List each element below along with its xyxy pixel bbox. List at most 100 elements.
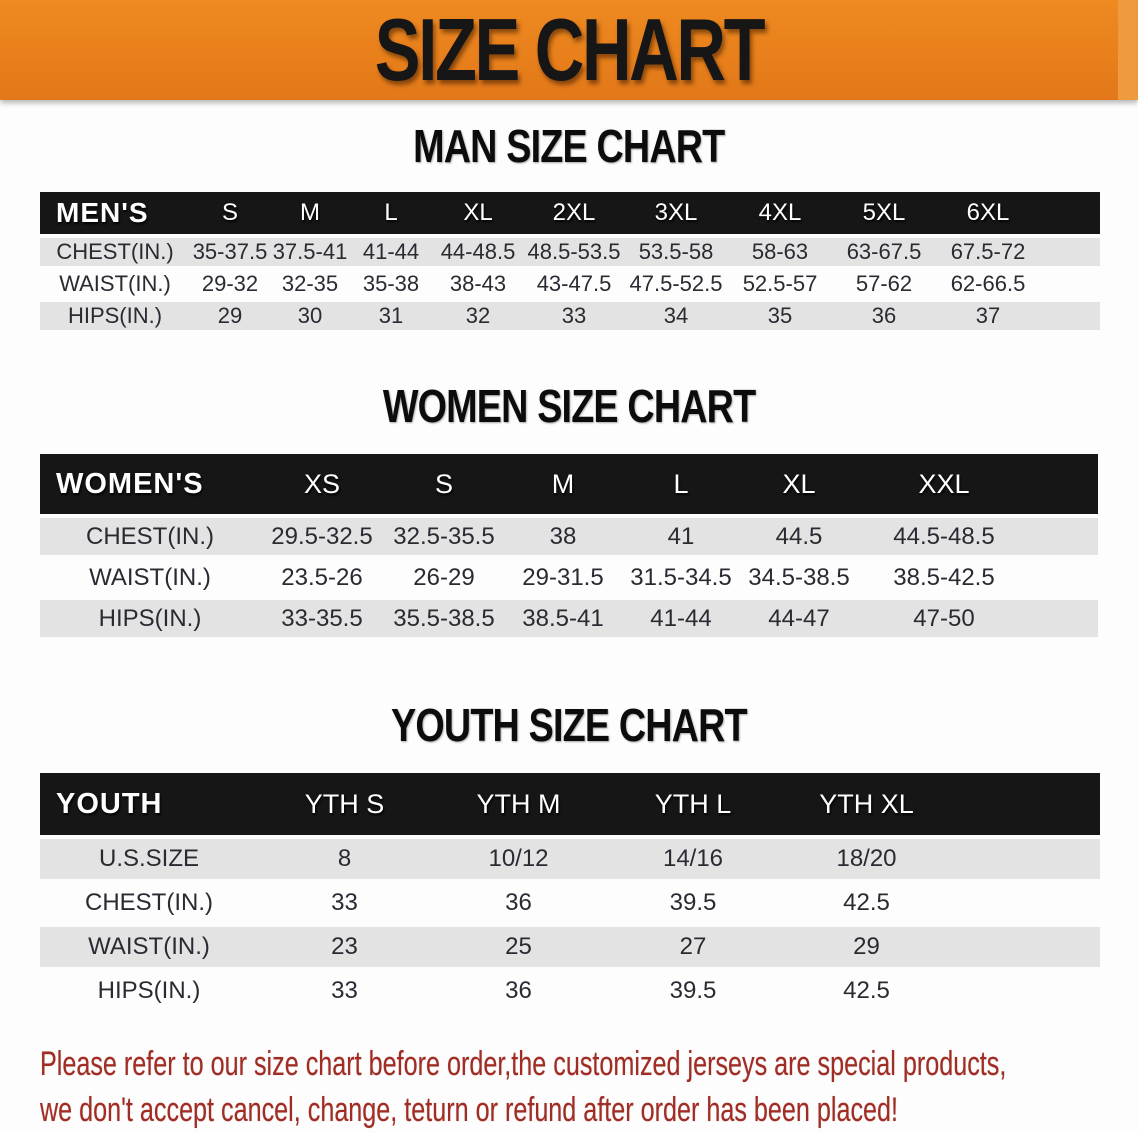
women-chest-row: CHEST(IN.) 29.5-32.5 32.5-35.5 38 41 44.… xyxy=(40,518,1098,555)
size-value-cell: 38-43 xyxy=(432,270,524,298)
size-value-cell: 32-35 xyxy=(270,270,350,298)
size-value-cell: 18/20 xyxy=(780,839,953,879)
men-hips-row: HIPS(IN.) 29 30 31 32 33 34 35 36 37 xyxy=(40,302,1100,330)
row-label-cell: CHEST(IN.) xyxy=(40,238,190,266)
row-label-cell: CHEST(IN.) xyxy=(40,518,260,555)
row-label-cell: WAIST(IN.) xyxy=(40,270,190,298)
size-value-cell: 43-47.5 xyxy=(524,270,624,298)
men-section-title: MAN SIZE CHART xyxy=(413,120,725,172)
size-col-header: M xyxy=(270,192,350,234)
men-size-table: MEN'S S M L XL 2XL 3XL 4XL 5XL 6XL CHEST… xyxy=(40,188,1100,334)
size-value-cell: 41-44 xyxy=(622,600,740,637)
row-label-cell: HIPS(IN.) xyxy=(40,600,260,637)
size-col-header: XL xyxy=(432,192,524,234)
size-value-cell: 41-44 xyxy=(350,238,432,266)
banner-right-edge-highlight xyxy=(1118,0,1138,100)
women-size-table: WOMEN'S XS S M L XL XXL CHEST(IN.) 29.5-… xyxy=(40,450,1098,641)
size-value-cell: 34.5-38.5 xyxy=(740,559,858,596)
row-filler xyxy=(1030,600,1098,637)
size-value-cell: 44-47 xyxy=(740,600,858,637)
order-notice: Please refer to our size chart before or… xyxy=(40,1041,1138,1133)
row-filler xyxy=(1030,559,1098,596)
size-col-header: YTH M xyxy=(431,773,606,835)
size-value-cell: 36 xyxy=(832,302,936,330)
size-value-cell: 41 xyxy=(622,518,740,555)
men-chest-row: CHEST(IN.) 35-37.5 37.5-41 41-44 44-48.5… xyxy=(40,238,1100,266)
size-value-cell: 38.5-42.5 xyxy=(858,559,1030,596)
men-header-row: MEN'S S M L XL 2XL 3XL 4XL 5XL 6XL xyxy=(40,192,1100,234)
size-value-cell: 25 xyxy=(431,927,606,967)
women-waist-row: WAIST(IN.) 23.5-26 26-29 29-31.5 31.5-34… xyxy=(40,559,1098,596)
size-value-cell: 35-37.5 xyxy=(190,238,270,266)
youth-hips-row: HIPS(IN.) 33 36 39.5 42.5 xyxy=(40,971,1100,1011)
size-value-cell: 44-48.5 xyxy=(432,238,524,266)
youth-table-corner-label: YOUTH xyxy=(40,773,258,835)
size-value-cell: 34 xyxy=(624,302,728,330)
size-value-cell: 44.5 xyxy=(740,518,858,555)
size-chart-banner: SIZE CHART xyxy=(0,0,1138,100)
size-value-cell: 23 xyxy=(258,927,431,967)
size-col-header: XL xyxy=(740,454,858,514)
men-waist-row: WAIST(IN.) 29-32 32-35 35-38 38-43 43-47… xyxy=(40,270,1100,298)
size-value-cell: 37.5-41 xyxy=(270,238,350,266)
size-value-cell: 33 xyxy=(524,302,624,330)
size-col-header: S xyxy=(190,192,270,234)
row-filler xyxy=(953,927,1100,967)
size-value-cell: 8 xyxy=(258,839,431,879)
size-col-header: 6XL xyxy=(936,192,1040,234)
size-col-header: 5XL xyxy=(832,192,936,234)
row-filler xyxy=(953,883,1100,923)
size-value-cell: 29.5-32.5 xyxy=(260,518,384,555)
size-value-cell: 48.5-53.5 xyxy=(524,238,624,266)
youth-size-table: YOUTH YTH S YTH M YTH L YTH XL U.S.SIZE … xyxy=(40,769,1100,1015)
size-value-cell: 62-66.5 xyxy=(936,270,1040,298)
size-value-cell: 58-63 xyxy=(728,238,832,266)
row-label-cell: HIPS(IN.) xyxy=(40,302,190,330)
size-value-cell: 42.5 xyxy=(780,883,953,923)
notice-line-1: Please refer to our size chart before or… xyxy=(40,1045,1007,1083)
size-value-cell: 14/16 xyxy=(606,839,780,879)
row-label-cell: WAIST(IN.) xyxy=(40,559,260,596)
notice-line-2: we don't accept cancel, change, teturn o… xyxy=(40,1091,898,1129)
size-col-header: 2XL xyxy=(524,192,624,234)
size-value-cell: 38.5-41 xyxy=(504,600,622,637)
size-value-cell: 37 xyxy=(936,302,1040,330)
size-col-header: M xyxy=(504,454,622,514)
youth-chest-row: CHEST(IN.) 33 36 39.5 42.5 xyxy=(40,883,1100,923)
size-value-cell: 33 xyxy=(258,971,431,1011)
size-value-cell: 27 xyxy=(606,927,780,967)
banner-title: SIZE CHART xyxy=(374,0,766,99)
size-col-header: 3XL xyxy=(624,192,728,234)
youth-waist-row: WAIST(IN.) 23 25 27 29 xyxy=(40,927,1100,967)
size-value-cell: 36 xyxy=(431,971,606,1011)
size-value-cell: 47.5-52.5 xyxy=(624,270,728,298)
header-filler xyxy=(1040,192,1100,234)
men-table-corner-label: MEN'S xyxy=(40,192,190,234)
size-value-cell: 31 xyxy=(350,302,432,330)
size-value-cell: 29-32 xyxy=(190,270,270,298)
size-col-header: L xyxy=(622,454,740,514)
size-value-cell: 33-35.5 xyxy=(260,600,384,637)
header-filler xyxy=(953,773,1100,835)
row-filler xyxy=(1030,518,1098,555)
size-value-cell: 31.5-34.5 xyxy=(622,559,740,596)
size-value-cell: 36 xyxy=(431,883,606,923)
women-table-corner-label: WOMEN'S xyxy=(40,454,260,514)
row-label-cell: U.S.SIZE xyxy=(40,839,258,879)
row-label-cell: HIPS(IN.) xyxy=(40,971,258,1011)
size-value-cell: 23.5-26 xyxy=(260,559,384,596)
size-col-header: YTH L xyxy=(606,773,780,835)
size-value-cell: 26-29 xyxy=(384,559,504,596)
size-value-cell: 29 xyxy=(190,302,270,330)
size-value-cell: 29-31.5 xyxy=(504,559,622,596)
youth-header-row: YOUTH YTH S YTH M YTH L YTH XL xyxy=(40,773,1100,835)
row-filler xyxy=(1040,302,1100,330)
row-filler xyxy=(1040,270,1100,298)
women-hips-row: HIPS(IN.) 33-35.5 35.5-38.5 38.5-41 41-4… xyxy=(40,600,1098,637)
row-label-cell: CHEST(IN.) xyxy=(40,883,258,923)
size-value-cell: 30 xyxy=(270,302,350,330)
size-value-cell: 39.5 xyxy=(606,971,780,1011)
women-section-title: WOMEN SIZE CHART xyxy=(382,380,756,432)
size-value-cell: 42.5 xyxy=(780,971,953,1011)
size-value-cell: 33 xyxy=(258,883,431,923)
